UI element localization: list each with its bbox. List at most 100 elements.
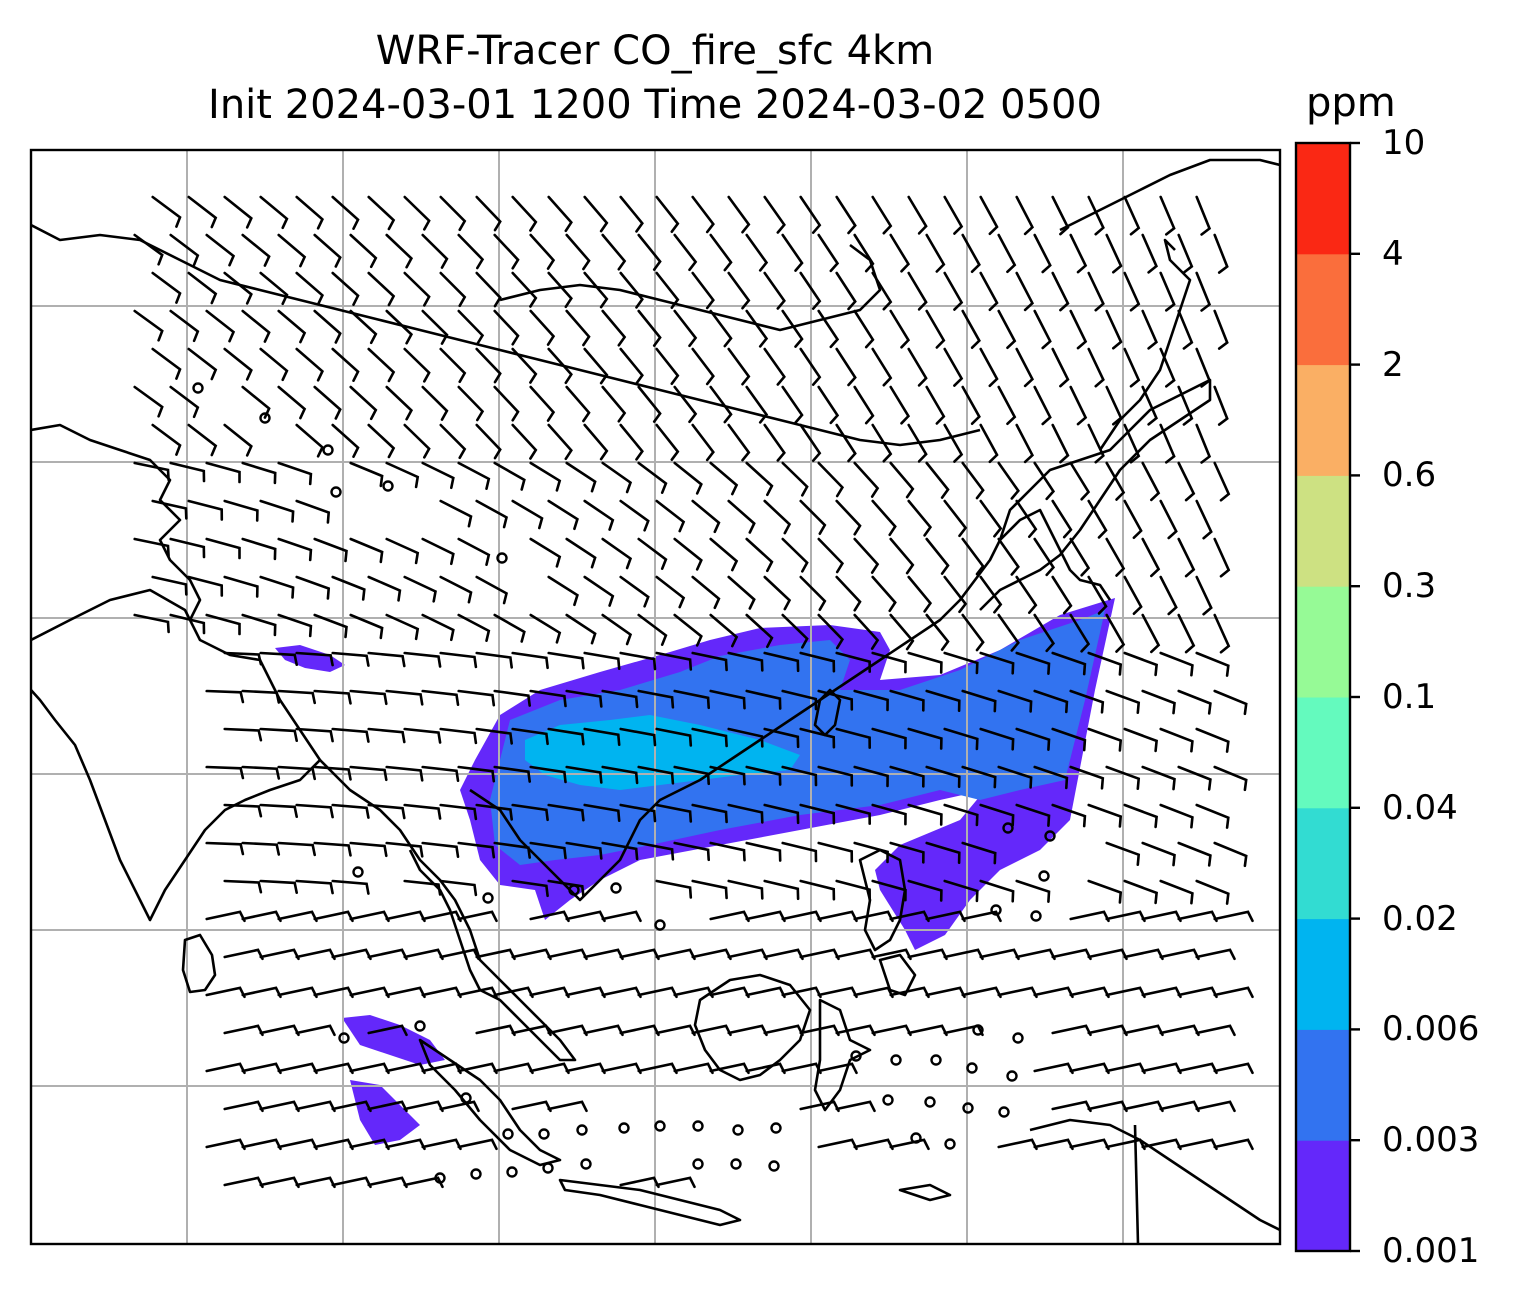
wind-barb — [979, 423, 999, 464]
wind-barb — [1033, 537, 1056, 577]
wind-barb — [349, 613, 384, 640]
wind-barb — [943, 879, 979, 903]
wind-barb — [637, 385, 662, 423]
wind-barb — [745, 613, 774, 649]
wind-barb — [1159, 651, 1194, 677]
wind-barb — [925, 309, 946, 349]
wind-barb — [871, 271, 893, 311]
wind-barb — [475, 727, 513, 745]
wind-barb — [961, 910, 1002, 923]
wind-barb — [601, 841, 639, 861]
wind-barb — [871, 499, 897, 537]
wind-barb — [637, 461, 668, 494]
wind-barb — [619, 195, 644, 233]
wind-barb — [835, 499, 862, 536]
wind-barb — [385, 613, 420, 641]
calm-marker — [414, 1020, 426, 1032]
calm-marker — [1006, 1070, 1018, 1082]
wind-barb — [367, 651, 406, 668]
wind-barb — [943, 499, 968, 538]
wind-barb — [799, 499, 827, 535]
colorbar-tick-label: 0.02 — [1382, 898, 1458, 939]
wind-barb — [763, 651, 800, 673]
wind-barb — [655, 879, 693, 899]
colorbar-segment — [1296, 807, 1350, 920]
wind-barb — [439, 195, 467, 232]
wind-barb — [277, 765, 316, 781]
wind-barb — [223, 347, 253, 381]
wind-barb — [367, 271, 396, 307]
wind-barb — [637, 765, 675, 785]
wind-barb — [385, 385, 414, 421]
wind-barb — [313, 309, 342, 344]
wind-barb — [1141, 309, 1158, 350]
calm-marker — [962, 1102, 974, 1114]
wind-barb — [997, 309, 1017, 350]
wind-barb — [817, 233, 840, 273]
wind-barb — [331, 803, 370, 819]
wind-barb — [673, 537, 703, 571]
wind-barb — [997, 613, 1020, 652]
wind-barb — [997, 461, 1020, 500]
wind-barb — [403, 1176, 444, 1189]
wind-barb — [835, 271, 857, 311]
wind-barb — [1087, 651, 1123, 676]
wind-barb — [979, 195, 999, 236]
wind-barb — [1087, 803, 1123, 828]
wind-barb — [421, 537, 455, 566]
wind-barb — [601, 613, 633, 646]
wind-barb — [1159, 499, 1178, 540]
wind-barb — [349, 537, 384, 564]
wind-barb — [673, 613, 703, 647]
calm-marker — [1002, 822, 1014, 834]
wind-barb — [1159, 271, 1176, 312]
wind-barb — [1033, 689, 1069, 714]
wind-barb — [403, 423, 431, 459]
wind-barb — [259, 271, 289, 306]
colorbar-tick-label: 4 — [1382, 233, 1404, 274]
wind-barb — [259, 803, 298, 818]
border-north — [31, 223, 981, 447]
wind-barb — [439, 651, 478, 669]
wind-barb — [133, 537, 170, 558]
wind-barb — [619, 423, 644, 461]
wind-barb — [277, 613, 313, 638]
wind-barb — [403, 575, 437, 603]
wind-barb — [943, 803, 979, 827]
colorbar-segment — [1296, 697, 1350, 809]
wind-barb — [205, 309, 236, 343]
wind-barb — [403, 879, 442, 896]
wind-barb — [925, 233, 946, 273]
wind-barb — [277, 461, 313, 486]
calm-marker — [338, 1032, 350, 1044]
wind-barb — [313, 689, 352, 705]
wind-barb — [907, 195, 928, 235]
wind-barb — [313, 537, 348, 563]
wind-barb — [475, 803, 513, 821]
wind-barb — [997, 537, 1020, 576]
wind-barb — [1213, 461, 1231, 502]
wind-barb — [313, 613, 348, 639]
wind-barb — [781, 689, 818, 711]
wind-barb — [349, 765, 388, 782]
wind-barb — [709, 385, 733, 424]
calm-marker — [506, 1166, 518, 1178]
wind-barb — [1069, 689, 1105, 714]
colorbar-tick-label: 2 — [1382, 344, 1404, 385]
wind-barb — [943, 347, 964, 387]
wind-barb — [943, 727, 979, 751]
wind-barb — [1069, 765, 1105, 790]
wind-barb — [817, 765, 854, 787]
wind-barb — [907, 727, 943, 750]
wind-barb — [1141, 233, 1158, 274]
wind-barb — [745, 765, 782, 786]
wind-barb — [907, 651, 943, 674]
wind-barb — [1177, 309, 1194, 350]
wind-barb — [277, 689, 316, 705]
wind-barb — [1213, 1138, 1254, 1151]
wind-barb — [403, 803, 442, 820]
wind-barb — [205, 233, 236, 267]
wind-barb — [691, 347, 715, 386]
wind-barb — [583, 727, 621, 746]
wind-barb — [1141, 537, 1161, 578]
